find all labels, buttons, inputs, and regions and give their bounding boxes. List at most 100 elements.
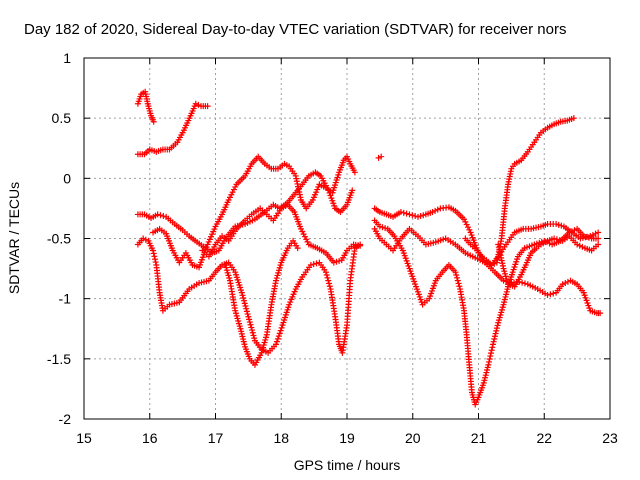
series-arc-7 xyxy=(222,237,301,368)
data-point xyxy=(151,253,158,260)
data-point xyxy=(490,338,497,345)
data-point xyxy=(502,273,509,280)
grid xyxy=(84,58,610,419)
y-tick-label: -2 xyxy=(59,411,72,427)
data-point xyxy=(225,196,232,203)
data-point xyxy=(579,243,586,250)
data-point xyxy=(195,101,202,108)
data-point xyxy=(315,183,322,190)
data-point xyxy=(142,236,149,243)
data-point xyxy=(287,299,294,306)
data-point xyxy=(272,341,279,348)
data-point xyxy=(223,267,230,274)
data-point xyxy=(512,261,519,268)
data-point xyxy=(249,327,256,334)
data-point xyxy=(454,274,461,281)
data-point xyxy=(222,261,229,268)
data-point xyxy=(290,291,297,298)
data-point xyxy=(248,324,255,331)
data-point xyxy=(589,231,596,238)
data-point xyxy=(547,291,554,298)
data-point xyxy=(502,270,509,277)
data-point xyxy=(400,209,407,216)
data-point xyxy=(514,256,521,263)
data-point xyxy=(466,226,473,233)
x-tick-label: 21 xyxy=(471,430,487,446)
data-point xyxy=(510,266,517,273)
data-point xyxy=(553,221,560,228)
data-point xyxy=(491,260,498,267)
data-point xyxy=(324,274,331,281)
data-point xyxy=(140,235,147,242)
data-point xyxy=(323,272,330,279)
data-point xyxy=(357,242,364,249)
data-point xyxy=(325,277,332,284)
data-point xyxy=(492,330,499,337)
data-point xyxy=(583,233,590,240)
data-point xyxy=(455,280,462,287)
data-point xyxy=(463,221,470,228)
data-point xyxy=(326,280,333,287)
data-point xyxy=(453,272,460,279)
data-point xyxy=(585,234,592,241)
data-point xyxy=(241,300,248,307)
x-tick-label: 17 xyxy=(208,430,224,446)
data-point xyxy=(375,154,382,161)
data-point xyxy=(154,211,161,218)
axis-tick-labels: 15 16 17 18 19 20 21 22 23 -2 -1.5 -1 -0.5 0 0.5 1 xyxy=(47,50,618,446)
data-point xyxy=(204,103,211,110)
data-point xyxy=(580,233,587,240)
data-point xyxy=(403,210,410,217)
data-point xyxy=(303,236,310,243)
data-point xyxy=(454,277,461,284)
series-arc-8 xyxy=(375,153,385,161)
data-point xyxy=(238,289,245,296)
data-point xyxy=(379,224,386,231)
data-point xyxy=(310,194,317,201)
data-point xyxy=(333,258,340,265)
data-point xyxy=(574,241,581,248)
data-point xyxy=(487,350,494,357)
data-point xyxy=(562,280,569,287)
data-point xyxy=(310,261,317,268)
series-arc-9 xyxy=(371,204,602,268)
data-point xyxy=(275,333,282,340)
data-point xyxy=(406,211,413,218)
data-point xyxy=(330,259,337,266)
data-point xyxy=(230,186,237,193)
data-point xyxy=(486,356,493,363)
series-arc-1 xyxy=(134,88,157,125)
axis-ticks xyxy=(83,57,611,420)
data-point xyxy=(301,233,308,240)
data-point xyxy=(500,265,507,272)
data-point xyxy=(243,305,250,312)
data-point xyxy=(571,227,578,234)
data-point xyxy=(274,335,281,342)
data-point xyxy=(555,221,562,228)
series-arc-5 xyxy=(150,153,358,271)
data-point xyxy=(312,191,319,198)
data-point xyxy=(595,241,602,248)
data-point xyxy=(309,196,316,203)
data-point xyxy=(461,216,468,223)
data-point xyxy=(489,344,496,351)
data-point xyxy=(420,212,427,219)
data-point xyxy=(493,327,500,334)
data-point xyxy=(488,261,495,268)
data-point xyxy=(412,213,419,220)
data-point xyxy=(247,321,254,328)
data-point xyxy=(409,212,416,219)
chart-title: Day 182 of 2020, Sidereal Day-to-day VTE… xyxy=(24,21,566,38)
data-point xyxy=(276,330,283,337)
data-point xyxy=(277,327,284,334)
data-point xyxy=(513,258,520,265)
data-point xyxy=(553,236,560,243)
data-point xyxy=(382,225,389,232)
data-point xyxy=(326,283,333,290)
data-point xyxy=(456,283,463,290)
data-point xyxy=(313,189,320,196)
data-point xyxy=(294,245,301,252)
data-point xyxy=(304,238,311,245)
data-point xyxy=(570,115,577,122)
